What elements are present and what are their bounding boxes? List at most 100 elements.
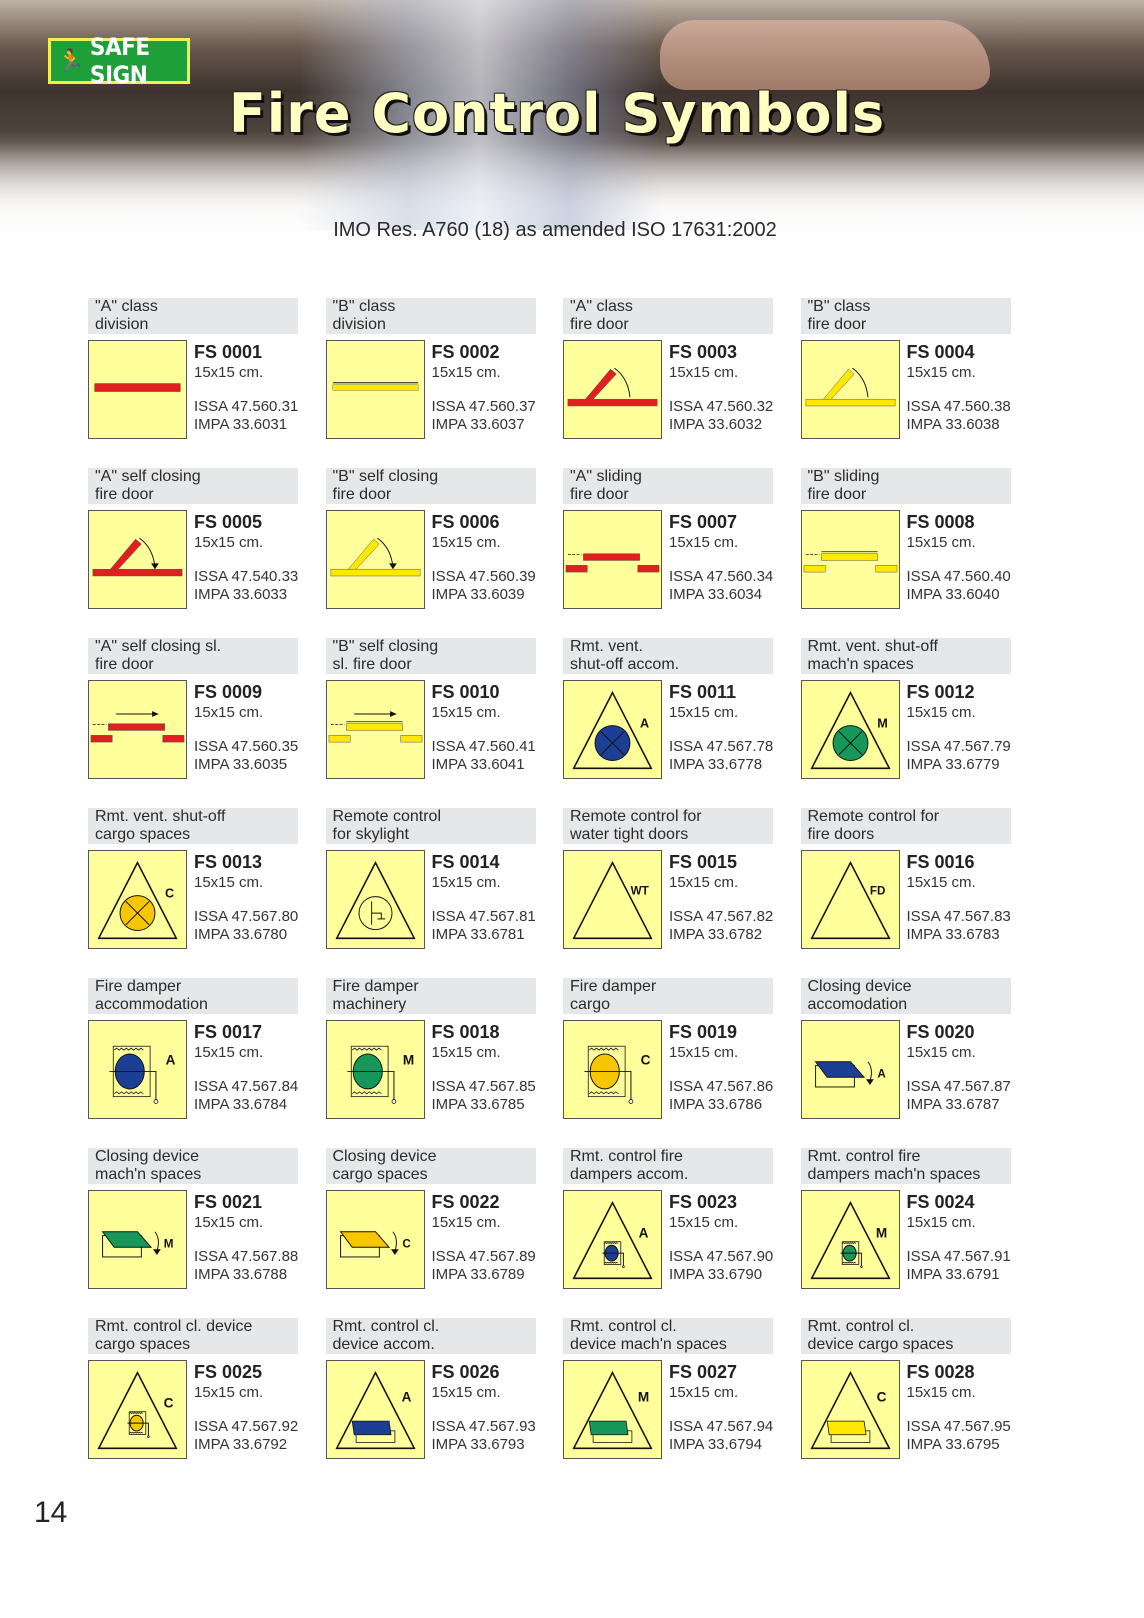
sign-code: FS 0002 — [431, 342, 500, 362]
sign-impa-code: IMPA 33.6034 — [669, 586, 763, 603]
sign-image: A — [800, 1020, 900, 1119]
sign-item: Rmt. vent. shut-off mach'n spaces M FS 00… — [800, 638, 1039, 803]
sign-label-line2: cargo spaces — [95, 826, 191, 843]
svg-text:M: M — [402, 1053, 413, 1068]
sign-size: 15x15 cm. — [431, 704, 501, 721]
sign-impa-code: IMPA 33.6792 — [194, 1436, 288, 1453]
sign-impa-code: IMPA 33.6031 — [194, 416, 288, 433]
sign-image: C — [88, 1360, 187, 1459]
sign-code: FS 0014 — [431, 852, 500, 872]
sign-label: "B" self closing fire door — [325, 468, 536, 504]
sign-issa-code: ISSA 47.567.89 — [431, 1248, 536, 1265]
sign-label-line2: accommodation — [95, 996, 208, 1013]
sign-size: 15x15 cm. — [906, 1044, 976, 1061]
sign-label: Rmt. control cl. device accom. — [325, 1318, 536, 1354]
sign-label-line2: fire door — [570, 486, 629, 503]
sign-issa-code: ISSA 47.567.79 — [906, 738, 1011, 755]
sign-issa-code: ISSA 47.560.40 — [906, 568, 1011, 585]
sign-issa-code: ISSA 47.560.38 — [906, 398, 1011, 415]
svg-text:C: C — [876, 1390, 886, 1405]
safe-sign-logo: 🏃 SAFE SIGN — [48, 33, 190, 89]
sign-label: Remote control for skylight — [325, 808, 536, 844]
sign-label: "A" self closing fire door — [88, 468, 298, 504]
fire-damper-symbol-icon: A — [109, 1045, 176, 1104]
sign-size: 15x15 cm. — [906, 874, 976, 891]
sign-size: 15x15 cm. — [669, 1384, 739, 1401]
hinged-door-symbol-icon — [567, 367, 658, 407]
sign-size: 15x15 cm. — [669, 364, 739, 381]
sign-impa-code: IMPA 33.6780 — [194, 926, 288, 943]
sign-label-line2: cargo spaces — [95, 1336, 191, 1353]
sign-impa-code: IMPA 33.6784 — [194, 1096, 288, 1113]
sign-image: M — [88, 1190, 187, 1289]
sign-image: A — [563, 680, 662, 779]
sign-item: "B" self closing sl. fire door FS 0010 15… — [325, 638, 564, 803]
sign-size: 15x15 cm. — [194, 874, 264, 891]
sign-code: FS 0022 — [431, 1192, 500, 1212]
sign-impa-code: IMPA 33.6783 — [906, 926, 1000, 943]
sign-label: Fire damper accommodation — [88, 978, 298, 1014]
sign-image: C — [800, 1360, 900, 1459]
sign-size: 15x15 cm. — [194, 704, 264, 721]
page-title: Fire Control Symbols — [228, 82, 886, 145]
sign-code: FS 0003 — [669, 342, 738, 362]
sign-item: Rmt. control cl. device accom. A FS 0026 … — [325, 1318, 564, 1483]
sign-impa-code: IMPA 33.6032 — [669, 416, 763, 433]
sign-issa-code: ISSA 47.567.85 — [431, 1078, 536, 1095]
sign-item: Rmt. control cl. device cargo spaces C FS… — [88, 1318, 326, 1483]
sign-label-line1: Fire damper — [332, 978, 419, 995]
sign-image — [563, 510, 662, 609]
sign-code: FS 0001 — [194, 342, 263, 362]
sign-issa-code: ISSA 47.567.83 — [906, 908, 1011, 925]
sign-image: A — [325, 1360, 425, 1459]
sign-size: 15x15 cm. — [431, 1214, 501, 1231]
sign-impa-code: IMPA 33.6794 — [669, 1436, 763, 1453]
sign-impa-code: IMPA 33.6782 — [669, 926, 763, 943]
hinged-door-symbol-icon — [805, 367, 895, 407]
remote-damper-symbol-icon: A — [572, 1200, 653, 1280]
sign-label-line2: fire doors — [807, 826, 875, 843]
sign-item: Closing device mach'n spaces M FS 0021 15… — [88, 1148, 326, 1313]
sign-issa-code: ISSA 47.567.78 — [669, 738, 774, 755]
header-banner-photo — [0, 0, 1144, 260]
sign-issa-code: ISSA 47.567.82 — [669, 908, 774, 925]
division-symbol-icon — [332, 382, 418, 391]
sign-label-line1: "A" self closing sl. — [95, 638, 222, 655]
sign-image: C — [563, 1020, 662, 1119]
sign-impa-code: IMPA 33.6781 — [431, 926, 525, 943]
sign-item: "B" self closing fire door FS 0006 15x15 … — [325, 468, 564, 633]
sign-label-line1: Rmt. vent. shut-off — [807, 638, 938, 655]
svg-text:FD: FD — [869, 885, 885, 898]
sign-label-line1: "A" sliding — [570, 468, 642, 485]
svg-text:A: A — [877, 1067, 886, 1080]
vent-shutoff-symbol-icon: C — [97, 860, 178, 940]
sign-size: 15x15 cm. — [906, 534, 976, 551]
sign-size: 15x15 cm. — [669, 534, 739, 551]
sign-code: FS 0025 — [194, 1362, 263, 1382]
sign-label: Rmt. control cl. device cargo spaces — [800, 1318, 1011, 1354]
sign-label: Closing device mach'n spaces — [88, 1148, 298, 1184]
sign-size: 15x15 cm. — [194, 1384, 264, 1401]
sign-label-line2: fire door — [807, 486, 867, 503]
sign-label-line1: Remote control — [332, 808, 442, 825]
sign-label: Closing device cargo spaces — [325, 1148, 536, 1184]
sign-image — [88, 680, 187, 779]
sign-item: "A" sliding fire door FS 0007 15x15 cm. I… — [563, 468, 801, 633]
sign-label-line2: mach'n spaces — [807, 656, 914, 673]
sign-label-line2: water tight doors — [570, 826, 689, 843]
sign-label-line2: shut-off accom. — [570, 656, 680, 673]
sign-code: FS 0024 — [906, 1192, 975, 1212]
sign-image: M — [325, 1020, 425, 1119]
sign-impa-code: IMPA 33.6789 — [431, 1266, 525, 1283]
sign-item: "A" class fire door FS 0003 15x15 cm. ISS… — [563, 298, 801, 463]
sign-label-line2: fire door — [807, 316, 867, 333]
sign-issa-code: ISSA 47.567.94 — [669, 1418, 774, 1435]
svg-text:M: M — [875, 1226, 886, 1241]
sign-label-line1: Closing device — [95, 1148, 200, 1165]
sign-impa-code: IMPA 33.6793 — [431, 1436, 525, 1453]
sign-label-line1: Fire damper — [570, 978, 657, 995]
remote-damper-symbol-icon: M — [809, 1200, 891, 1280]
sign-item: Remote control for water tight doors WT F… — [563, 808, 801, 973]
sign-image — [563, 340, 662, 439]
sign-item: Rmt. control cl. device mach'n spaces M F… — [563, 1318, 801, 1483]
